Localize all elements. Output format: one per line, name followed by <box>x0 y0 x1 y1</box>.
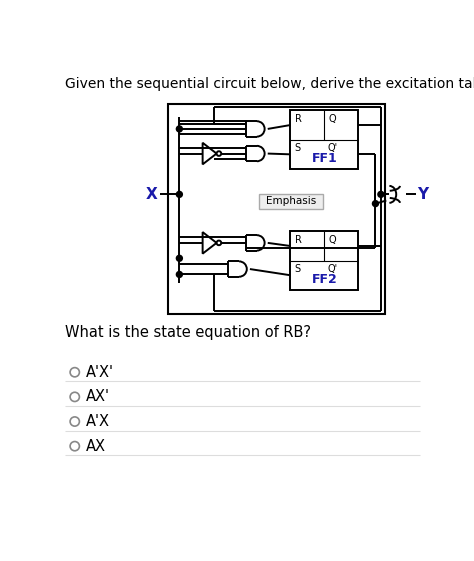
Text: Q: Q <box>329 114 337 125</box>
Circle shape <box>70 367 80 377</box>
Text: Q: Q <box>329 235 337 245</box>
Text: Given the sequential circuit below, derive the excitation table.: Given the sequential circuit below, deri… <box>65 76 474 90</box>
Text: Emphasis: Emphasis <box>266 196 316 206</box>
Circle shape <box>70 417 80 426</box>
Bar <box>290 231 358 290</box>
Circle shape <box>70 392 80 402</box>
Circle shape <box>177 192 182 197</box>
Text: R: R <box>295 114 302 125</box>
Text: AX: AX <box>86 439 106 454</box>
Circle shape <box>177 256 182 261</box>
Text: AX': AX' <box>86 389 110 404</box>
Circle shape <box>217 241 221 245</box>
Text: FF1: FF1 <box>311 152 337 165</box>
Bar <box>259 194 323 209</box>
Text: Q': Q' <box>328 264 337 274</box>
Bar <box>290 111 358 169</box>
Text: A'X': A'X' <box>86 365 114 380</box>
Circle shape <box>373 201 378 206</box>
Text: S: S <box>295 143 301 153</box>
Text: R: R <box>295 235 302 245</box>
Text: What is the state equation of RB?: What is the state equation of RB? <box>65 325 311 341</box>
Text: A'X: A'X <box>86 414 110 429</box>
Text: Q': Q' <box>328 143 337 153</box>
Text: X: X <box>146 187 158 202</box>
Circle shape <box>217 151 221 156</box>
Bar <box>168 104 385 314</box>
Text: FF2: FF2 <box>311 273 337 286</box>
Text: S: S <box>295 264 301 274</box>
Circle shape <box>177 272 182 277</box>
Circle shape <box>177 126 182 132</box>
Circle shape <box>378 192 383 197</box>
Circle shape <box>70 442 80 451</box>
Text: Y: Y <box>417 187 428 202</box>
